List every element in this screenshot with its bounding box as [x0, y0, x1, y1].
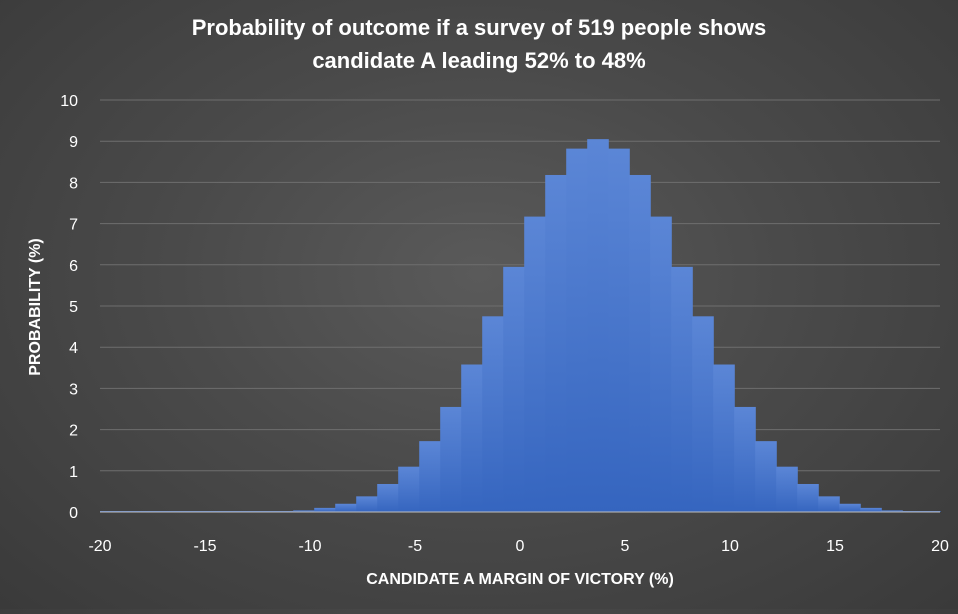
bar: [461, 364, 483, 512]
bar: [440, 406, 462, 512]
x-tick-label: 20: [931, 538, 949, 555]
bars: [100, 139, 941, 512]
bar: [650, 216, 672, 512]
bar: [314, 507, 336, 512]
x-tick-label: -20: [88, 538, 111, 555]
bar: [419, 441, 441, 512]
y-tick-label: 1: [69, 464, 78, 481]
bar: [776, 466, 798, 512]
bar: [545, 174, 567, 512]
y-tick-label: 4: [69, 340, 78, 357]
bar: [629, 174, 651, 512]
y-tick-label: 2: [69, 423, 78, 440]
y-tick-label: 10: [60, 93, 78, 110]
bar: [818, 496, 840, 512]
bar: [293, 510, 315, 512]
bar: [377, 483, 399, 512]
bar: [482, 316, 504, 512]
bar: [797, 483, 819, 512]
bar: [608, 148, 630, 512]
bar: [566, 148, 588, 512]
y-tick-label: 7: [69, 217, 78, 234]
y-tick-label: 0: [69, 505, 78, 522]
bar: [713, 364, 735, 512]
chart-title-line2: candidate A leading 52% to 48%: [312, 48, 645, 73]
bar: [881, 510, 903, 512]
x-tick-labels: -20 -15 -10 -5 0 5 10 15 20: [88, 538, 949, 555]
x-tick-label: 0: [516, 538, 525, 555]
chart-title-line1: Probability of outcome if a survey of 51…: [192, 15, 767, 40]
y-tick-label: 5: [69, 299, 78, 316]
bar: [755, 441, 777, 512]
bar: [839, 503, 861, 512]
bar: [734, 406, 756, 512]
y-axis-title: PROBABILITY (%): [27, 238, 44, 375]
x-axis-title: CANDIDATE A MARGIN OF VICTORY (%): [366, 571, 674, 588]
bar: [524, 216, 546, 512]
bar: [860, 507, 882, 512]
bar: [692, 316, 714, 512]
bar: [671, 266, 693, 512]
y-tick-label: 9: [69, 134, 78, 151]
y-tick-label: 3: [69, 381, 78, 398]
y-tick-labels: 0 1 2 3 4 5 6 7 8 9 10: [60, 93, 78, 522]
x-tick-label: -5: [408, 538, 422, 555]
bar: [398, 466, 420, 512]
x-tick-label: 5: [621, 538, 630, 555]
x-tick-label: 15: [826, 538, 844, 555]
x-tick-label: -15: [193, 538, 216, 555]
bar: [335, 503, 357, 512]
bar: [356, 496, 378, 512]
x-tick-label: 10: [721, 538, 739, 555]
bar: [503, 266, 525, 512]
y-tick-label: 8: [69, 175, 78, 192]
x-tick-label: -10: [298, 538, 321, 555]
bar: [587, 139, 609, 512]
y-tick-label: 6: [69, 258, 78, 275]
